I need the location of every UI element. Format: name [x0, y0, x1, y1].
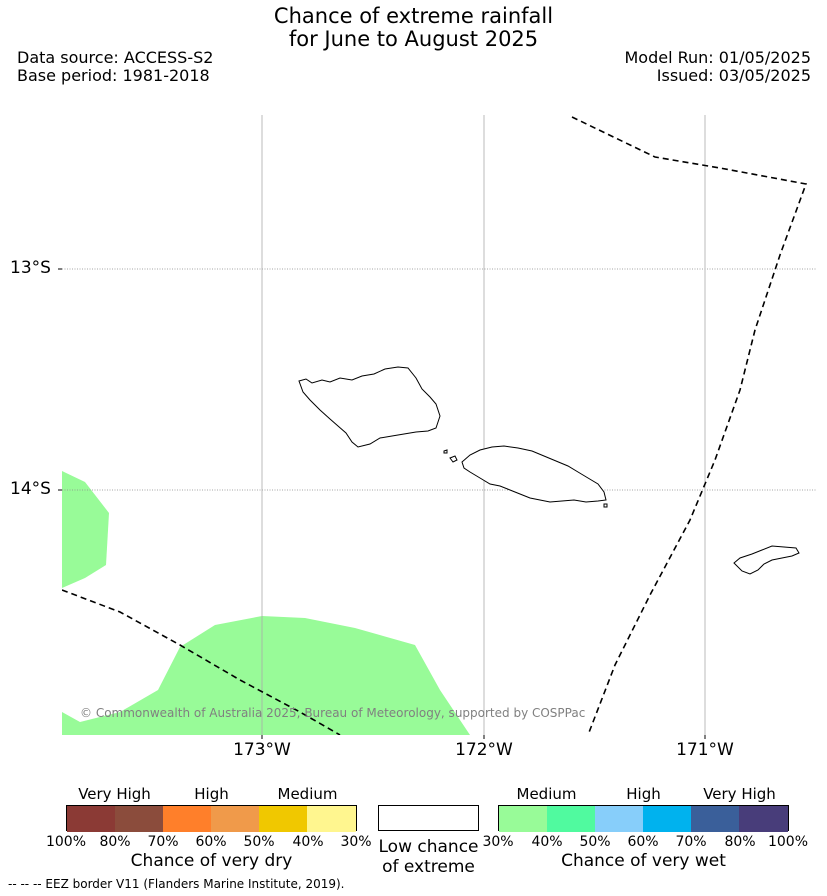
wet-legend-caption: Chance of very wet: [561, 851, 726, 871]
wet-tick-40: 40%: [531, 834, 563, 850]
model-run: Model Run: 01/05/2025: [624, 48, 812, 67]
wet-category-very-high: Very High: [703, 785, 776, 803]
eez-footer-note: -- -- -- EEZ border V11 (Flanders Marine…: [8, 877, 345, 891]
lat-label-13s: 13°S: [10, 258, 51, 278]
wet-medium-region-west: [62, 471, 109, 588]
dry-colorbar: [66, 805, 357, 832]
dry-tick-70: 70%: [147, 834, 179, 850]
lon-label-171w: 171°W: [676, 740, 734, 760]
island-apolima: [443, 449, 448, 454]
dry-tick-40: 40%: [292, 834, 324, 850]
dry-swatch-60-50: [211, 806, 260, 832]
wet-tick-60: 60%: [627, 834, 659, 850]
map-title-line1: Chance of extreme rainfall: [273, 4, 554, 28]
wet-medium-region-south: [62, 616, 470, 735]
dry-swatch-100-80: [67, 806, 116, 832]
lon-label-173w: 173°W: [233, 740, 291, 760]
dry-swatch-70-60: [163, 806, 212, 832]
data-source: Data source: ACCESS-S2: [17, 48, 214, 67]
island-nuutele: [603, 503, 608, 508]
wet-tick-50: 50%: [579, 834, 611, 850]
dry-tick-60: 60%: [195, 834, 227, 850]
issued-date: Issued: 03/05/2025: [656, 66, 811, 85]
eez-border-east: [571, 116, 808, 735]
island-savaii: [298, 366, 441, 448]
wet-swatch-40-50: [547, 806, 596, 832]
wet-tick-70: 70%: [675, 834, 707, 850]
wet-colorbar: [498, 805, 789, 832]
island-upolu: [461, 445, 607, 503]
dry-tick-30: 30%: [340, 834, 372, 850]
wet-swatch-50-60: [595, 806, 644, 832]
wet-tick-80: 80%: [724, 834, 756, 850]
wet-tick-100: 100%: [767, 834, 809, 850]
lat-label-14s: 14°S: [10, 479, 51, 499]
dry-swatch-80-70: [115, 806, 164, 832]
map-title-line2: for June to August 2025: [288, 27, 539, 51]
copyright-notice: © Commonwealth of Australia 2025, Bureau…: [80, 706, 586, 720]
low-chance-swatch: [378, 805, 479, 831]
dry-category-very-high: Very High: [78, 785, 151, 803]
wet-swatch-70-80: [691, 806, 740, 832]
dry-swatch-50-40: [259, 806, 308, 832]
low-chance-caption-line1: Low chance: [378, 837, 479, 857]
wet-swatch-60-70: [643, 806, 692, 832]
dry-legend-caption: Chance of very dry: [130, 851, 293, 871]
wet-category-high: High: [626, 785, 661, 803]
eez-border-west: [62, 589, 341, 735]
dry-tick-100: 100%: [45, 834, 87, 850]
low-chance-caption-line2: of extreme: [382, 857, 475, 877]
wet-swatch-80-100: [739, 806, 788, 832]
dry-tick-50: 50%: [243, 834, 275, 850]
wet-category-medium: Medium: [516, 785, 577, 803]
dry-tick-80: 80%: [99, 834, 131, 850]
island-manono: [449, 455, 458, 463]
base-period: Base period: 1981-2018: [17, 66, 210, 85]
wet-tick-30: 30%: [482, 834, 514, 850]
lon-label-172w: 172°W: [455, 740, 513, 760]
dry-swatch-40-30: [307, 806, 356, 832]
dry-category-high: High: [194, 785, 229, 803]
island-tutuila: [733, 545, 800, 575]
wet-swatch-30-40: [499, 806, 548, 832]
dry-category-medium: Medium: [277, 785, 338, 803]
